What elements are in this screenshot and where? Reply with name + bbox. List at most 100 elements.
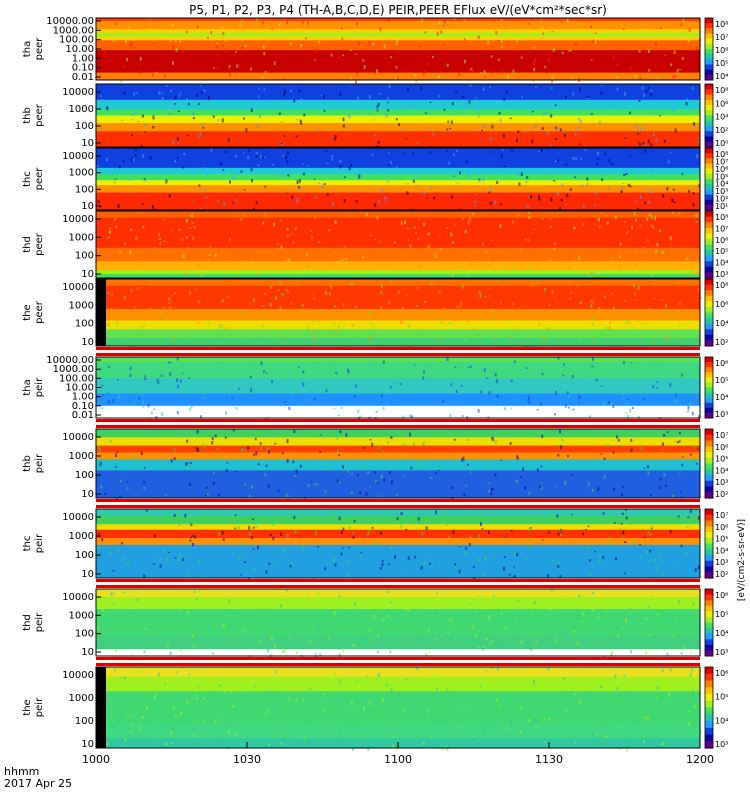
colorbar-swatch <box>705 714 713 722</box>
y-axis-probe-label: thb <box>22 455 33 472</box>
y-axis-species-label: peir <box>34 697 45 717</box>
y-tick-label: 10000.00 <box>46 16 94 27</box>
colorbar-swatch <box>705 301 713 308</box>
spectrogram-band <box>96 509 700 517</box>
spectrogram-band <box>96 437 700 447</box>
spectrogram-texture <box>96 148 701 214</box>
spectrogram-band <box>96 279 700 287</box>
colorbar-swatch <box>705 244 713 251</box>
colorbar-tick-label: 10⁴ <box>715 180 728 189</box>
colorbar-swatch <box>705 18 713 24</box>
colorbar-swatch <box>705 367 713 373</box>
y-axis-probe-label: thc <box>22 171 33 187</box>
colorbar-tick-label: 10⁵ <box>715 376 728 385</box>
colorbar-swatch <box>705 222 713 229</box>
colorbar-swatch <box>705 402 713 409</box>
y-tick-label: 1000 <box>69 610 94 621</box>
spectrogram-band <box>96 29 700 34</box>
y-tick-label: 1000 <box>69 104 94 115</box>
colorbar: 10⁸ 10⁶ 10⁴ 10² <box>704 278 728 347</box>
y-axis-species-label: peer <box>34 37 45 61</box>
colorbar-swatch <box>705 312 713 319</box>
colorbar-tick-label: 10⁶ <box>715 669 728 678</box>
panel-top-stripe <box>96 353 700 356</box>
spectrogram-band <box>96 524 700 531</box>
colorbar-swatch <box>705 412 713 419</box>
colorbar-tick-label: 10⁵ <box>715 455 728 464</box>
spectrogram-band <box>96 329 700 339</box>
x-tick-label: 1000 <box>82 753 110 766</box>
colorbar-swatch <box>705 168 713 175</box>
colorbar-swatch <box>705 509 713 516</box>
spectrogram-band <box>96 50 700 73</box>
colorbar-swatch <box>705 543 713 550</box>
panel-top-stripe <box>96 579 700 582</box>
colorbar-frame <box>704 428 714 499</box>
colorbar-tick-label: 10⁶ <box>715 236 728 245</box>
colorbar-swatch <box>705 179 713 185</box>
colorbar-swatch <box>705 43 713 50</box>
colorbar-swatch <box>705 233 713 240</box>
spectrogram-band <box>96 180 700 186</box>
colorbar-swatch <box>705 707 713 715</box>
colorbar-swatch <box>705 734 713 742</box>
y-tick-label: 1000.00 <box>53 25 94 36</box>
spectrogram-texture <box>96 589 702 660</box>
x-tick-label: 1200 <box>686 753 714 766</box>
panel-the-peir: 10000 1000 100 10 the peir 10⁶ 10⁵ 10⁴ 10³ <box>22 657 728 752</box>
colorbar-swatch <box>705 89 713 96</box>
colorbar-frame <box>704 83 714 148</box>
colorbar-tick-label: 10⁵ <box>715 247 728 256</box>
colorbar-tick-label: 10⁶ <box>715 46 728 55</box>
spectrogram-band <box>96 270 700 275</box>
colorbar-swatch <box>705 357 713 363</box>
colorbar-tick-label: 10⁶ <box>715 359 728 368</box>
colorbar-swatch <box>705 514 713 522</box>
y-tick-label: 1.00 <box>72 392 94 403</box>
y-tick-label: 10000 <box>62 592 94 603</box>
colorbar-swatch <box>705 694 713 702</box>
colorbar-tick-label: 10⁵ <box>715 172 728 181</box>
panel-top-stripe <box>96 505 700 508</box>
y-axis-species-label: peer <box>34 167 45 191</box>
panel-top-stripe <box>96 347 700 350</box>
colorbar-swatch <box>705 650 713 657</box>
colorbar-tick-label: 10⁶ <box>715 591 728 600</box>
spectrogram-band <box>96 515 700 525</box>
spectrogram-band <box>96 84 700 101</box>
spectrogram-band <box>96 635 700 650</box>
colorbar-swatch <box>705 64 713 71</box>
colorbar-tick-label: 10⁷ <box>715 431 728 440</box>
spectrogram-band <box>96 192 700 211</box>
colorbar: 10⁸ 10⁷ 10⁶ 10⁵ 10⁴ 10³ <box>704 210 728 279</box>
data-gap <box>96 667 106 748</box>
colorbar-swatch <box>705 667 713 675</box>
panel-thb-peer: 10000 1000 100 10 thb peer 10⁸ 10⁶ 10⁴ 10² 10⁰ <box>22 83 728 151</box>
spectrogram-band <box>96 649 700 657</box>
colorbar-tick-label: 10⁸ <box>715 281 728 290</box>
y-tick-label: 10 <box>81 138 94 149</box>
colorbar-swatch <box>705 194 713 201</box>
colorbar-swatch <box>705 153 713 159</box>
colorbar-swatch <box>705 628 713 635</box>
colorbar-swatch <box>705 204 713 211</box>
colorbar-swatch <box>705 120 713 127</box>
colorbar-swatch <box>705 69 713 76</box>
y-axis-species-label: peir <box>34 453 45 473</box>
y-tick-label: 100 <box>75 184 94 195</box>
y-axis-probe-label: thb <box>22 107 33 124</box>
spectrogram-band <box>96 589 700 598</box>
spectrogram-band <box>96 36 700 41</box>
colorbar-swatch <box>705 59 713 65</box>
colorbar-tick-label: 10⁴ <box>715 546 728 555</box>
colorbar-swatch <box>705 560 713 568</box>
panel-frame <box>95 588 701 657</box>
colorbar-tick-label: 10⁶ <box>715 300 728 309</box>
colorbar-tick-label: 10⁴ <box>715 72 728 81</box>
panel-top-stripe <box>96 585 700 588</box>
colorbar-swatch <box>705 486 713 493</box>
panel-thd-peir: 10000 1000 100 10 thd peir 10⁶ 10⁵ 10⁴ 10³ <box>22 579 728 660</box>
spectrogram-band <box>96 131 700 148</box>
